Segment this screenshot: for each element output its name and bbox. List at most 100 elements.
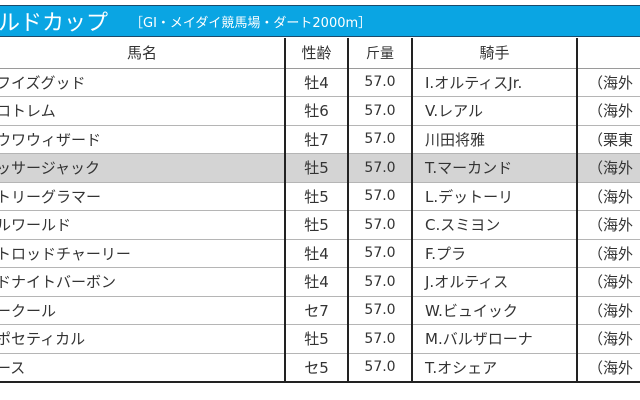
horse-name-text: ロトレム (0, 102, 56, 121)
weight-cell: 57.0 (347, 96, 412, 126)
horse-name-text: ポセティカル (0, 330, 86, 349)
jockey-text: T.マーカンド (425, 159, 513, 178)
horse-name-cell: トリーグラマー (0, 182, 285, 211)
jockey-cell: F.プラ (411, 239, 577, 268)
horse-name-text: ドナイトバーボン (0, 273, 117, 292)
sex-age-text: 牡7 (304, 130, 329, 149)
affiliation-text: （海外 (588, 244, 634, 263)
header-row: 馬名 性齢 斤量 騎手 (0, 38, 640, 69)
sex-age-text: 牡5 (304, 330, 329, 349)
weight-text: 57.0 (364, 131, 396, 148)
race-name: ルドカップ (0, 11, 109, 36)
horse-name-cell: フイズグッド (0, 68, 285, 97)
jockey-cell: T.オシェア (411, 353, 577, 383)
affiliation-cell: （海外 (576, 239, 640, 268)
weight-text: 57.0 (364, 302, 396, 319)
race-info: ［GI・メイダイ競馬場・ダート2000m］ (130, 15, 372, 31)
horse-name-text: トロッドチャーリー (0, 244, 131, 263)
sex-age-text: 牡5 (304, 159, 329, 178)
weight-cell: 57.0 (347, 125, 412, 154)
sex-age-cell: 牡4 (284, 68, 348, 97)
header-horse: 馬名 (0, 38, 285, 69)
affiliation-cell: （海外 (576, 96, 640, 126)
sex-age-cell: 牡7 (284, 125, 348, 154)
jockey-cell: I.オルティスJr. (411, 68, 577, 97)
weight-text: 57.0 (364, 159, 396, 176)
entries-table: 馬名 性齢 斤量 騎手 フイズグッド 牡4 57.0 I.オルティスJr. （海外 ロトレ… (0, 38, 640, 383)
horse-name-cell: ッサージャック (0, 153, 285, 183)
table-row: ッサージャック 牡5 57.0 T.マーカンド （海外 (0, 153, 640, 183)
jockey-cell: V.レアル (411, 96, 577, 126)
horse-name-text: ース (0, 358, 26, 377)
weight-text: 57.0 (364, 359, 396, 375)
table-row: ルワールド 牡5 57.0 C.スミヨン （海外 (0, 210, 640, 240)
horse-name-text: ウワウィザード (0, 130, 102, 149)
horse-name-cell: ポセティカル (0, 324, 285, 354)
weight-cell: 57.0 (347, 239, 412, 268)
affiliation-cell: （栗東 (576, 125, 640, 154)
weight-cell: 57.0 (347, 182, 412, 211)
jockey-text: M.バルザローナ (425, 330, 533, 349)
sex-age-cell: 牡5 (284, 182, 348, 211)
sex-age-text: セ7 (304, 301, 329, 320)
jockey-text: T.オシェア (425, 358, 498, 377)
weight-cell: 57.0 (347, 296, 412, 325)
affiliation-text: （海外 (588, 102, 634, 121)
jockey-text: V.レアル (425, 102, 483, 121)
sex-age-cell: 牡5 (284, 324, 348, 354)
affiliation-text: （海外 (588, 159, 634, 178)
sex-age-text: セ5 (304, 358, 329, 377)
sex-age-cell: 牡5 (284, 153, 348, 183)
jockey-text: C.スミヨン (425, 216, 501, 235)
weight-text: 57.0 (364, 273, 396, 290)
sex-age-cell: 牡5 (284, 210, 348, 240)
weight-cell: 57.0 (347, 267, 412, 297)
affiliation-cell: （海外 (576, 210, 640, 240)
affiliation-text: （海外 (588, 358, 634, 377)
header-jockey: 騎手 (411, 38, 577, 69)
affiliation-cell: （海外 (576, 353, 640, 383)
affiliation-text: （海外 (588, 330, 634, 349)
affiliation-cell: （海外 (576, 267, 640, 297)
horse-name-text: ッサージャック (0, 159, 100, 178)
horse-name-cell: ドナイトバーボン (0, 267, 285, 297)
jockey-text: J.オルティス (425, 273, 509, 292)
weight-cell: 57.0 (347, 324, 412, 354)
sex-age-text: 牡6 (304, 102, 329, 121)
horse-name-cell: ークール (0, 296, 285, 325)
horse-name-cell: トロッドチャーリー (0, 239, 285, 268)
table-row: フイズグッド 牡4 57.0 I.オルティスJr. （海外 (0, 68, 640, 97)
weight-cell: 57.0 (347, 353, 412, 383)
sex-age-text: 牡4 (304, 244, 329, 263)
weight-text: 57.0 (364, 245, 396, 262)
affiliation-text: （海外 (588, 273, 634, 292)
header-affiliation (576, 38, 640, 69)
jockey-cell: C.スミヨン (411, 210, 577, 240)
jockey-cell: J.オルティス (411, 267, 577, 297)
sex-age-text: 牡4 (304, 273, 329, 292)
affiliation-text: （海外 (588, 216, 634, 235)
jockey-text: I.オルティスJr. (425, 73, 523, 92)
sex-age-text: 牡5 (304, 187, 329, 206)
jockey-cell: 川田将雅 (411, 125, 577, 154)
weight-text: 57.0 (364, 74, 396, 91)
affiliation-cell: （海外 (576, 182, 640, 211)
sex-age-cell: 牡4 (284, 239, 348, 268)
horse-name-cell: ルワールド (0, 210, 285, 240)
horse-name-cell: ロトレム (0, 96, 285, 126)
horse-name-text: ークール (0, 301, 57, 320)
weight-text: 57.0 (364, 216, 396, 233)
affiliation-cell: （海外 (576, 324, 640, 354)
affiliation-cell: （海外 (576, 296, 640, 325)
sex-age-text: 牡5 (304, 216, 329, 235)
jockey-cell: W.ビュイック (411, 296, 577, 325)
jockey-text: L.デットーリ (425, 187, 514, 206)
jockey-text: W.ビュイック (425, 301, 518, 320)
race-title-bar: ルドカップ ［GI・メイダイ競馬場・ダート2000m］ (0, 5, 640, 37)
jockey-text: F.プラ (425, 244, 466, 263)
table-row: ース セ5 57.0 T.オシェア （海外 (0, 353, 640, 383)
horse-name-cell: ウワウィザード (0, 125, 285, 154)
table-row: ークール セ7 57.0 W.ビュイック （海外 (0, 296, 640, 325)
affiliation-cell: （海外 (576, 68, 640, 97)
sex-age-text: 牡4 (304, 73, 329, 92)
